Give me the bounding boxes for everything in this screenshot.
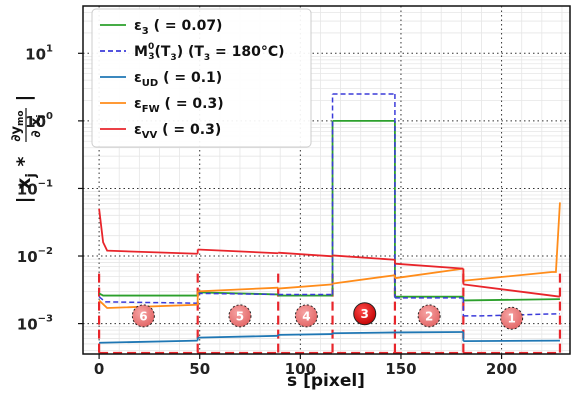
series-2-segment [99, 339, 198, 344]
segment-marker-3: 3 [353, 302, 377, 326]
legend-label: M0 3(T3) (T3 = 180°C) [134, 42, 285, 63]
x-axis-label: s [pixel] [287, 371, 365, 391]
series-3-segment [98, 299, 198, 309]
legend-label: εVV ( = 0.3) [134, 122, 221, 141]
legend-label: εFW ( = 0.3) [134, 96, 224, 115]
y-tick-label: 101 [25, 43, 53, 63]
series-3-segment [197, 286, 279, 293]
series-0-segment [463, 298, 560, 302]
x-tick-label: 100 [285, 360, 316, 378]
legend: ε3 ( = 0.07) M0 3(T3) (T3 = 180°C) εUD ( = … [91, 8, 312, 148]
svg-text:| xj *: | xj * [13, 157, 39, 204]
y-tick-label: 10−2 [17, 246, 53, 266]
series-1-segment [197, 292, 279, 296]
segment-marker-circle [417, 304, 441, 328]
series-3-segment [278, 283, 333, 290]
segment-marker-4: 4 [294, 304, 318, 328]
segment-marker-circle [353, 302, 377, 326]
x-tick-label: 0 [94, 360, 104, 378]
series-layer [98, 93, 561, 344]
svg-text:∂ xj: ∂ xj [29, 114, 46, 137]
legend-label: ε3 ( = 0.07) [134, 18, 222, 37]
legend-label: εUD ( = 0.1) [134, 70, 222, 89]
series-3-segment [394, 267, 464, 280]
y-tick-label: 10−3 [17, 314, 53, 334]
grid [83, 5, 570, 354]
series-4-segment [463, 283, 561, 298]
legend-box [91, 8, 312, 148]
segment-marker-label: 1 [507, 312, 515, 326]
series-2-segment [332, 331, 395, 335]
series-4-segment [332, 254, 395, 261]
y-axis-label: | xj * ∂ymo ∂ xj | [9, 95, 46, 204]
segment-marker-label: 5 [236, 309, 244, 323]
segment-marker-circle [500, 306, 524, 330]
segment-marker-label: 3 [361, 307, 369, 321]
segment-marker-circle [228, 304, 252, 328]
segment-marker-label: 6 [139, 309, 147, 323]
x-tick-label: 150 [385, 360, 416, 378]
segment-marker-circle [131, 304, 155, 328]
segment-marker-label: 2 [425, 309, 433, 323]
segment-marker-6: 6 [131, 304, 155, 328]
series-1-segment [98, 296, 198, 304]
x-tick-label: 200 [486, 360, 517, 378]
series-1-segment [463, 312, 560, 317]
series-0-segment [98, 292, 198, 297]
series-4-segment [394, 262, 464, 270]
segment-marker-circle [294, 304, 318, 328]
segment-marker-1: 1 [500, 306, 524, 330]
segment-markers: 6 5 4 3 2 1 [131, 302, 524, 330]
series-2-segment [278, 333, 333, 336]
segment-marker-2: 2 [417, 304, 441, 328]
series-3-segment [463, 202, 561, 282]
series-4-segment [197, 248, 279, 255]
series-2-segment [463, 339, 560, 343]
segment-marker-5: 5 [228, 304, 252, 328]
series-4-segment [98, 208, 198, 255]
series-2-segment [197, 334, 279, 339]
series-3-segment [332, 274, 396, 285]
segment-marker-label: 4 [302, 309, 310, 323]
svg-text:∂ymo: ∂ymo [9, 110, 26, 141]
series-4-segment [278, 251, 333, 258]
plot-frame [82, 5, 571, 355]
segment-boundaries [97, 273, 562, 355]
svg-text:|: | [13, 95, 35, 102]
x-tick-label: 50 [189, 360, 210, 378]
